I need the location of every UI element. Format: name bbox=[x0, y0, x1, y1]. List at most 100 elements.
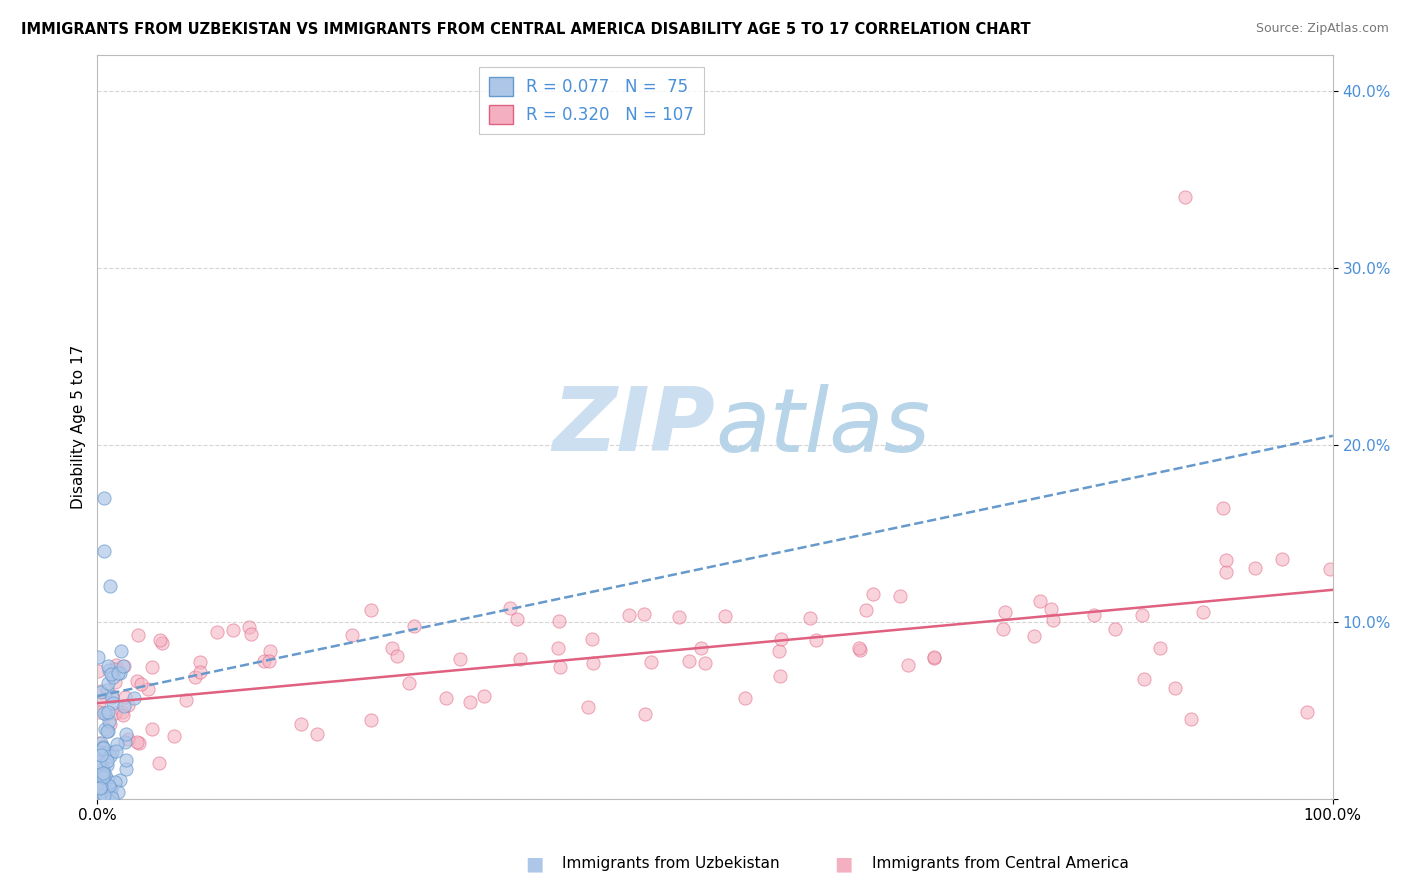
Point bbox=[1042, 613, 1064, 627]
Point bbox=[848, 640, 870, 655]
Point bbox=[141, 659, 163, 673]
Point bbox=[93, 780, 115, 794]
Point bbox=[188, 665, 211, 680]
Point bbox=[89, 780, 111, 795]
Point bbox=[1149, 640, 1171, 655]
Point bbox=[94, 768, 117, 782]
Point bbox=[1029, 593, 1052, 607]
Point bbox=[1173, 190, 1195, 204]
Point bbox=[897, 657, 920, 672]
Point bbox=[96, 755, 118, 769]
Point bbox=[90, 748, 112, 763]
Text: Source: ZipAtlas.com: Source: ZipAtlas.com bbox=[1256, 22, 1389, 36]
Point bbox=[89, 705, 111, 719]
Point bbox=[98, 749, 121, 764]
Point bbox=[91, 773, 114, 788]
Point bbox=[91, 787, 114, 801]
Point bbox=[87, 736, 110, 750]
Legend: R = 0.077   N =  75, R = 0.320   N = 107: R = 0.077 N = 75, R = 0.320 N = 107 bbox=[479, 67, 704, 134]
Point bbox=[239, 627, 262, 641]
Y-axis label: Disability Age 5 to 17: Disability Age 5 to 17 bbox=[72, 345, 86, 509]
Point bbox=[472, 690, 495, 704]
Point bbox=[547, 640, 569, 655]
Point bbox=[96, 772, 118, 787]
Point bbox=[114, 735, 136, 749]
Point bbox=[93, 765, 115, 780]
Point bbox=[128, 737, 150, 751]
Point bbox=[110, 643, 132, 657]
Point bbox=[97, 705, 120, 719]
Point bbox=[91, 766, 114, 780]
Point bbox=[640, 656, 662, 670]
Point bbox=[1192, 605, 1215, 619]
Point bbox=[769, 669, 792, 683]
Point bbox=[104, 706, 127, 720]
Point bbox=[1164, 681, 1187, 696]
Point bbox=[862, 586, 884, 600]
Point bbox=[94, 746, 117, 760]
Point bbox=[117, 698, 139, 713]
Point bbox=[87, 755, 110, 769]
Point bbox=[548, 660, 571, 674]
Point bbox=[290, 717, 312, 731]
Point bbox=[381, 641, 404, 656]
Point bbox=[633, 607, 655, 622]
Point bbox=[111, 707, 134, 722]
Point bbox=[110, 772, 132, 787]
Point bbox=[86, 772, 108, 786]
Text: ■: ■ bbox=[524, 854, 544, 873]
Point bbox=[96, 707, 118, 722]
Point bbox=[87, 695, 110, 709]
Point bbox=[576, 699, 599, 714]
Point bbox=[693, 656, 716, 670]
Point bbox=[90, 685, 112, 699]
Point bbox=[458, 695, 481, 709]
Point bbox=[100, 788, 122, 802]
Point bbox=[100, 745, 122, 759]
Point bbox=[498, 601, 520, 615]
Point bbox=[96, 682, 118, 697]
Point bbox=[93, 789, 115, 803]
Point bbox=[634, 707, 657, 722]
Point bbox=[89, 780, 111, 795]
Point bbox=[1022, 629, 1045, 643]
Point bbox=[86, 664, 108, 678]
Point bbox=[87, 776, 110, 790]
Point bbox=[1180, 712, 1202, 726]
Text: IMMIGRANTS FROM UZBEKISTAN VS IMMIGRANTS FROM CENTRAL AMERICA DISABILITY AGE 5 T: IMMIGRANTS FROM UZBEKISTAN VS IMMIGRANTS… bbox=[21, 22, 1031, 37]
Point bbox=[97, 676, 120, 690]
Point bbox=[87, 761, 110, 775]
Point bbox=[101, 670, 124, 684]
Point bbox=[509, 652, 531, 666]
Point bbox=[205, 625, 228, 640]
Point bbox=[98, 779, 121, 793]
Point bbox=[100, 782, 122, 797]
Point bbox=[221, 624, 243, 638]
Point bbox=[129, 677, 152, 691]
Point bbox=[678, 654, 700, 668]
Point bbox=[924, 649, 946, 664]
Point bbox=[184, 670, 207, 684]
Point bbox=[115, 753, 138, 767]
Point bbox=[100, 790, 122, 805]
Point bbox=[96, 789, 118, 804]
Point bbox=[1212, 500, 1234, 515]
Point bbox=[1295, 705, 1317, 719]
Point bbox=[107, 785, 129, 799]
Point bbox=[97, 714, 120, 729]
Point bbox=[125, 673, 148, 688]
Text: ZIP: ZIP bbox=[553, 384, 716, 470]
Point bbox=[91, 762, 114, 776]
Point bbox=[668, 610, 690, 624]
Point bbox=[1215, 565, 1237, 579]
Point bbox=[127, 628, 149, 642]
Point bbox=[150, 636, 173, 650]
Point bbox=[581, 632, 603, 646]
Point bbox=[238, 620, 260, 634]
Point bbox=[340, 627, 363, 641]
Point bbox=[89, 745, 111, 759]
Text: ■: ■ bbox=[834, 854, 853, 873]
Point bbox=[115, 727, 138, 741]
Point bbox=[404, 618, 426, 632]
Point bbox=[87, 753, 110, 767]
